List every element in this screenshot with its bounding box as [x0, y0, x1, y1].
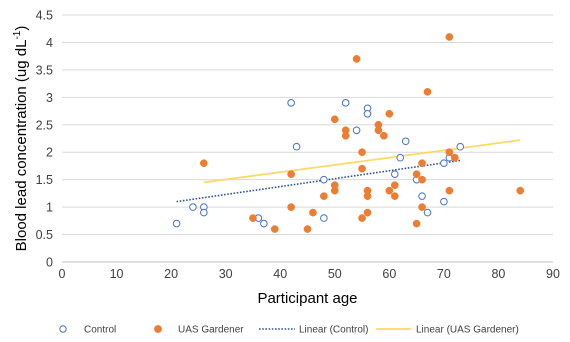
point-uas-gardener [303, 225, 312, 233]
point-uas-gardener [390, 192, 399, 200]
point-control [292, 142, 301, 151]
point-control [401, 137, 410, 146]
point-control [440, 197, 448, 206]
point-uas-gardener [330, 186, 339, 195]
x-tick-label: 60 [382, 267, 396, 281]
x-tick-label: 30 [219, 267, 233, 281]
point-control [363, 110, 372, 118]
legend-label-linear-uas-gardener: Linear (UAS Gardener) [416, 325, 519, 336]
trendlines [176, 139, 521, 203]
point-control [352, 126, 361, 135]
point-uas-gardener [358, 214, 366, 222]
point-control [189, 203, 197, 211]
x-tick-label: 20 [164, 267, 178, 281]
y-tick-labels: 0 0.5 1 1.5 2 2.5 3 3.5 4 4.5 [36, 9, 53, 270]
point-control [396, 153, 405, 162]
gridlines [62, 14, 553, 236]
point-uas-gardener [270, 225, 279, 233]
point-uas-gardener [380, 131, 388, 140]
point-uas-gardener [450, 153, 459, 162]
y-tick-label: 4 [46, 36, 53, 50]
x-tick-label: 40 [273, 267, 287, 281]
point-uas-gardener [330, 115, 339, 124]
point-control [320, 175, 328, 184]
point-control [287, 99, 295, 107]
y-axis-title-superscript: -1 [12, 30, 23, 39]
point-uas-gardener [423, 87, 432, 96]
point-uas-gardener [445, 33, 454, 41]
y-tick-label: 4.5 [36, 9, 53, 23]
legend-marker-control [59, 325, 67, 333]
point-control [200, 208, 208, 217]
point-uas-gardener [385, 186, 394, 195]
point-uas-gardener [516, 186, 525, 195]
point-control [260, 219, 268, 228]
point-uas-gardener [309, 208, 317, 217]
point-uas-gardener [445, 148, 454, 157]
x-tick-label: 0 [59, 267, 66, 281]
point-uas-gardener [352, 55, 361, 63]
point-uas-gardener [385, 109, 394, 118]
legend: Control UAS Gardener Linear (Control) Li… [59, 325, 519, 336]
point-control [390, 170, 399, 178]
legend-marker-uas-gardener [154, 325, 162, 333]
x-tick-label: 90 [546, 267, 560, 281]
x-tick-labels: 0 10 20 30 40 50 60 70 80 90 [59, 267, 560, 281]
y-tick-label: 2 [46, 146, 53, 160]
legend-label-uas-gardener: UAS Gardener [178, 325, 244, 336]
x-tick-label: 80 [491, 267, 505, 281]
point-uas-gardener [412, 170, 421, 179]
y-tick-label: 1 [46, 201, 53, 215]
point-uas-gardener [358, 164, 366, 173]
point-uas-gardener [363, 208, 372, 217]
point-uas-gardener [412, 219, 421, 228]
y-axis-title-main: Blood lead concentration (ug dL [13, 40, 30, 252]
point-uas-gardener [363, 192, 372, 200]
point-uas-gardener [418, 203, 426, 211]
point-control [456, 142, 465, 151]
point-uas-gardener [418, 175, 426, 184]
data-points [172, 33, 525, 233]
legend-label-linear-control: Linear (Control) [299, 325, 368, 336]
point-control [423, 208, 432, 217]
point-uas-gardener [390, 181, 399, 190]
y-tick-label: 3.5 [36, 63, 53, 77]
x-axis-title: Participant age [257, 290, 357, 307]
x-tick-label: 70 [437, 267, 451, 281]
y-tick-label: 0 [46, 256, 53, 270]
y-tick-label: 3 [46, 91, 53, 105]
point-control [320, 214, 328, 222]
x-tick-label: 10 [110, 267, 124, 281]
point-control [440, 159, 448, 167]
y-tick-label: 1.5 [36, 173, 53, 187]
legend-label-control: Control [84, 325, 116, 336]
point-uas-gardener [287, 203, 295, 211]
point-uas-gardener [358, 148, 366, 157]
y-tick-label: 0.5 [36, 228, 53, 242]
point-control [172, 219, 181, 228]
point-uas-gardener [320, 192, 328, 200]
point-uas-gardener [287, 170, 295, 179]
point-uas-gardener [249, 214, 257, 222]
point-control [418, 192, 426, 200]
point-uas-gardener [418, 159, 426, 168]
point-uas-gardener [341, 131, 350, 140]
point-uas-gardener [199, 159, 208, 168]
trendline-linear-uas-gardener [203, 139, 521, 184]
x-tick-label: 50 [328, 267, 342, 281]
y-axis-title: Blood lead concentration (ug dL-1) [12, 26, 30, 252]
point-uas-gardener [374, 126, 383, 135]
point-control [341, 99, 350, 107]
point-uas-gardener [445, 186, 454, 195]
y-tick-label: 2.5 [36, 118, 53, 132]
y-axis-title-close: ) [13, 26, 30, 31]
